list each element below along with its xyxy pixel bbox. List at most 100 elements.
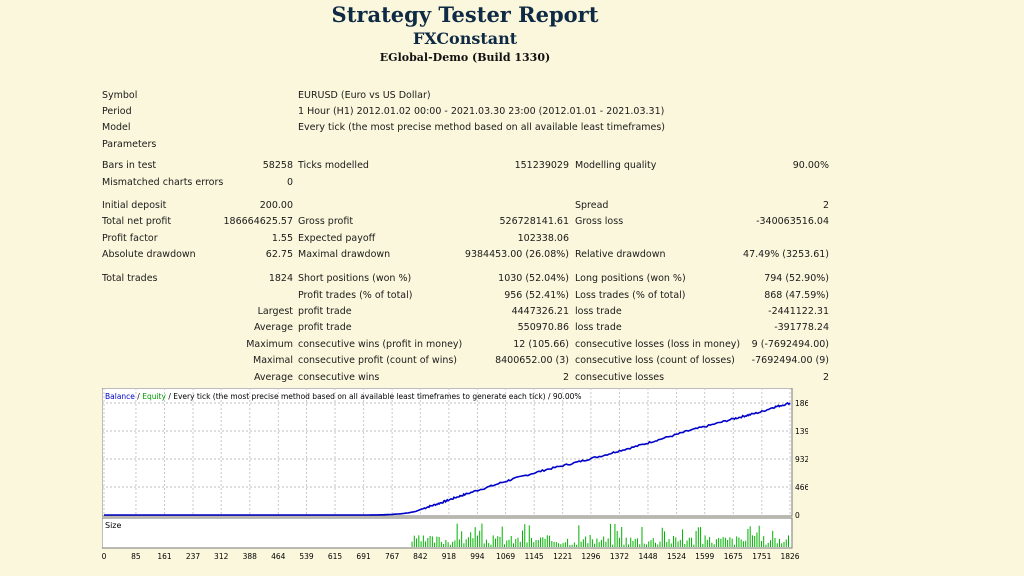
pf-value: 1.55 [271, 233, 293, 244]
absdd-label: Absolute drawdown [102, 249, 196, 260]
model-label: Model [102, 122, 131, 133]
absdd-value: 62.75 [265, 249, 293, 260]
deposit-value: 200.00 [259, 200, 293, 211]
max-cons-wins-value: 12 (105.66) [513, 339, 569, 350]
payoff-label: Expected payoff [298, 233, 376, 244]
size-plot-area [101, 517, 793, 549]
largest-label: Largest [257, 306, 293, 317]
short-label: Short positions (won %) [298, 273, 412, 284]
average2-label: Average [253, 372, 293, 383]
symbol-label: Symbol [102, 90, 138, 101]
grossprofit-value: 526728141.61 [499, 216, 569, 227]
reldd-value: 47.49% (3253.61) [743, 249, 829, 260]
period-value: 1 Hour (H1) 2012.01.02 00:00 - 2021.03.3… [298, 106, 665, 117]
average-label: Average [253, 322, 293, 333]
deposit-label: Initial deposit [102, 200, 167, 211]
ltrades-value: 868 (47.59%) [764, 290, 829, 301]
legend-equity: Equity [142, 392, 166, 401]
average-profit-value: 550970.86 [517, 322, 569, 333]
x-tick-label: 312 [214, 552, 229, 561]
x-tick-label: 918 [442, 552, 457, 561]
quality-label: Modelling quality [575, 160, 657, 171]
balance-line [104, 402, 791, 516]
y-tick-label: 0 [795, 511, 800, 520]
max-cons-profit-value: 8400652.00 (3) [495, 355, 569, 366]
reldd-label: Relative drawdown [575, 249, 666, 260]
y-tick-label: 4660001 [795, 483, 808, 492]
max-cons-profit-label: consecutive profit (count of wins) [298, 355, 458, 366]
bars-value: 58258 [262, 160, 293, 171]
ticks-label: Ticks modelled [298, 160, 369, 171]
x-tick-label: 842 [413, 552, 428, 561]
ptrades-label: Profit trades (% of total) [298, 290, 413, 301]
average-loss-label: loss trade [575, 322, 622, 333]
grossprofit-label: Gross profit [298, 216, 354, 227]
expert-name: FXConstant [412, 29, 518, 48]
avg-cons-wins-value: 2 [562, 372, 569, 383]
y-axis: 18640003 13980002 9320001 4660001 0 [795, 399, 833, 520]
x-tick-label: 237 [186, 552, 201, 561]
ticks-value: 151239029 [514, 160, 569, 171]
mismatch-label: Mismatched charts errors [102, 177, 224, 188]
avg-cons-losses-value: 2 [822, 372, 829, 383]
period-label: Period [102, 106, 132, 117]
balance-chart-svg: Balance / Equity / Every tick (the most … [101, 387, 833, 561]
avg-cons-losses-label: consecutive losses [575, 372, 665, 383]
quality-value: 90.00% [792, 160, 829, 171]
pf-label: Profit factor [102, 233, 158, 244]
x-tick-label: 0 [102, 552, 107, 561]
y-tick-label: 9320001 [795, 455, 808, 464]
maximal-label: Maximal [253, 355, 293, 366]
size-label: Size [105, 521, 122, 530]
x-tick-label: 539 [299, 552, 314, 561]
x-tick-label: 1145 [525, 552, 544, 561]
x-tick-label: 1524 [667, 552, 686, 561]
average-loss-value: -391778.24 [774, 322, 829, 333]
x-tick-label: 464 [271, 552, 286, 561]
ptrades-value: 956 (52.41%) [504, 290, 569, 301]
legend-rest: / Every tick (the most precise method ba… [166, 392, 582, 401]
y-tick-label: 13980002 [795, 427, 808, 436]
largest-profit-label: profit trade [298, 306, 352, 317]
short-value: 1030 (52.04%) [498, 273, 569, 284]
chart-legend: Balance / Equity / Every tick (the most … [105, 392, 582, 401]
maximum-label: Maximum [246, 339, 293, 350]
main-plot-area [101, 387, 793, 517]
x-tick-label: 1069 [496, 552, 515, 561]
parameters-label: Parameters [102, 139, 157, 150]
largest-loss-value: -2441122.31 [768, 306, 829, 317]
mismatch-value: 0 [286, 177, 293, 188]
payoff-value: 102338.06 [517, 233, 569, 244]
spread-label: Spread [575, 200, 609, 211]
largest-profit-value: 4447326.21 [511, 306, 569, 317]
legend-balance: Balance [105, 392, 135, 401]
netprofit-label: Total net profit [102, 216, 172, 227]
x-tick-label: 1599 [695, 552, 714, 561]
x-tick-label: 1675 [724, 552, 743, 561]
symbol-value: EURUSD (Euro vs US Dollar) [298, 90, 431, 101]
x-tick-label: 161 [157, 552, 172, 561]
largest-loss-label: loss trade [575, 306, 622, 317]
y-tick-label: 18640003 [795, 399, 808, 408]
x-tick-label: 994 [470, 552, 485, 561]
grid [102, 388, 792, 516]
maxdd-label: Maximal drawdown [298, 249, 391, 260]
server-name: EGlobal-Demo (Build 1330) [379, 51, 551, 64]
x-tick-label: 1372 [610, 552, 629, 561]
x-tick-label: 615 [328, 552, 343, 561]
x-tick-label: 1751 [752, 552, 771, 561]
model-value: Every tick (the most precise method base… [298, 122, 666, 133]
x-axis: 0 85 161 237 312 388 464 539 615 691 767 842 918 994 1… [102, 552, 800, 561]
x-tick-label: 1221 [553, 552, 572, 561]
trades-label: Total trades [102, 273, 158, 284]
max-cons-loss-label: consecutive loss (count of losses) [575, 355, 735, 366]
netprofit-value: 186664625.57 [223, 216, 293, 227]
max-cons-losses-value: 9 (-7692494.00) [751, 339, 829, 350]
x-tick-label: 1296 [581, 552, 600, 561]
max-cons-losses-label: consecutive losses (loss in money) [575, 339, 741, 350]
x-tick-label: 1826 [780, 552, 799, 561]
average-profit-label: profit trade [298, 322, 352, 333]
long-value: 794 (52.90%) [764, 273, 829, 284]
x-tick-label: 388 [243, 552, 258, 561]
avg-cons-wins-label: consecutive wins [298, 372, 380, 383]
